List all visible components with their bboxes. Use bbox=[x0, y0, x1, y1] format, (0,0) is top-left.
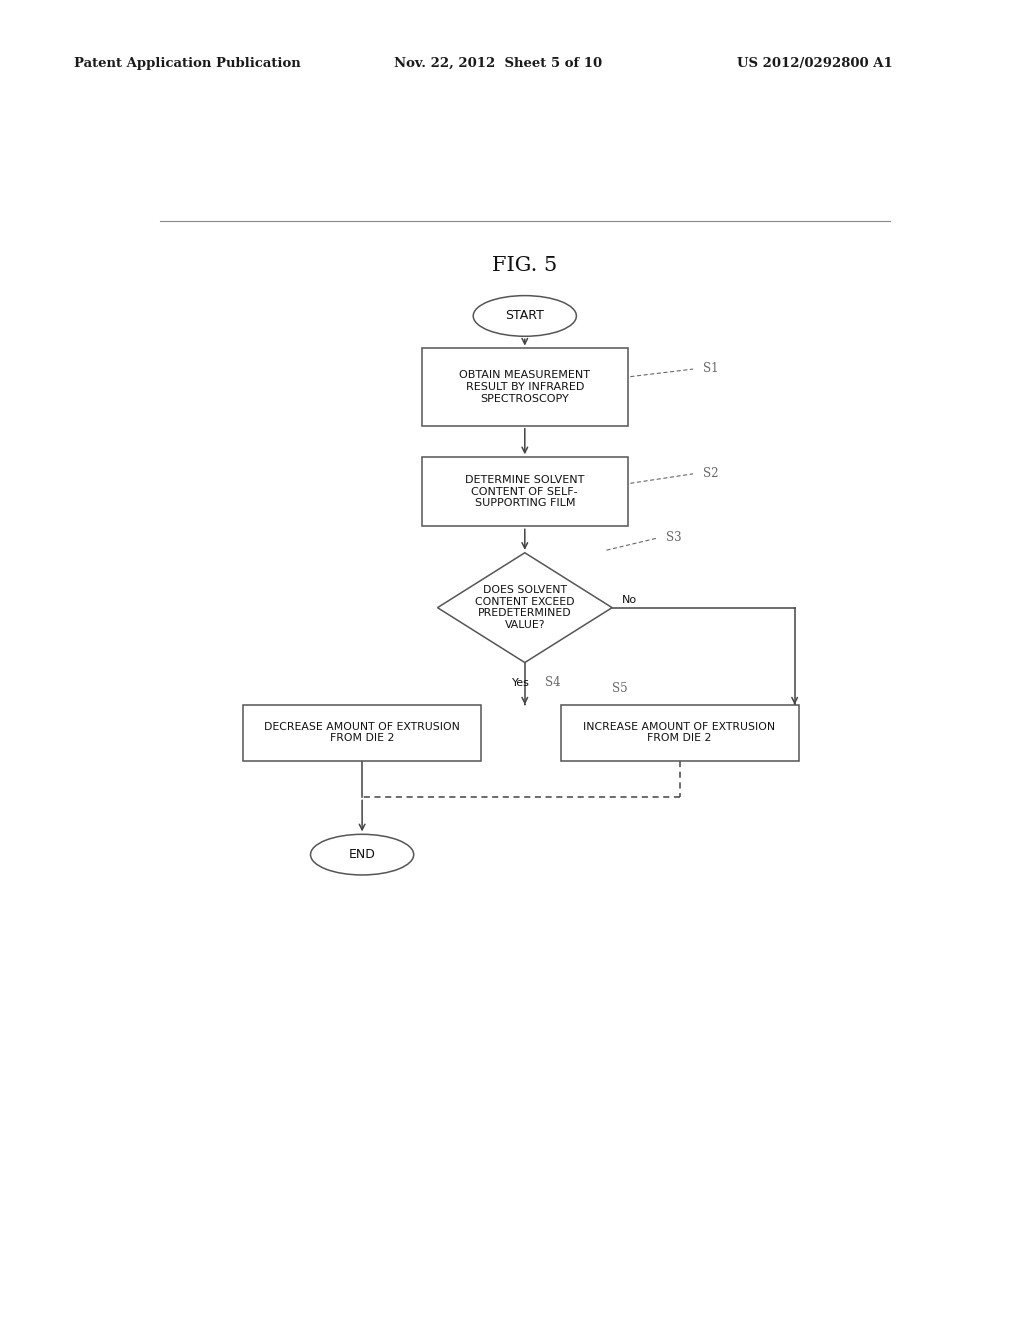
Text: OBTAIN MEASUREMENT
RESULT BY INFRARED
SPECTROSCOPY: OBTAIN MEASUREMENT RESULT BY INFRARED SP… bbox=[460, 371, 590, 404]
Bar bbox=[243, 705, 481, 760]
Text: S3: S3 bbox=[666, 531, 682, 544]
Bar bbox=[560, 705, 799, 760]
Text: END: END bbox=[349, 849, 376, 861]
Text: S5: S5 bbox=[612, 681, 628, 694]
Text: S2: S2 bbox=[703, 467, 719, 480]
Text: DETERMINE SOLVENT
CONTENT OF SELF-
SUPPORTING FILM: DETERMINE SOLVENT CONTENT OF SELF- SUPPO… bbox=[465, 475, 585, 508]
Polygon shape bbox=[437, 553, 612, 663]
Ellipse shape bbox=[473, 296, 577, 337]
Text: FIG. 5: FIG. 5 bbox=[493, 256, 557, 275]
Text: Yes: Yes bbox=[512, 677, 529, 688]
Text: Patent Application Publication: Patent Application Publication bbox=[74, 57, 300, 70]
Text: US 2012/0292800 A1: US 2012/0292800 A1 bbox=[737, 57, 893, 70]
Text: DECREASE AMOUNT OF EXTRUSION
FROM DIE 2: DECREASE AMOUNT OF EXTRUSION FROM DIE 2 bbox=[264, 722, 460, 743]
Bar bbox=[422, 457, 628, 527]
Text: DOES SOLVENT
CONTENT EXCEED
PREDETERMINED
VALUE?: DOES SOLVENT CONTENT EXCEED PREDETERMINE… bbox=[475, 585, 574, 630]
Bar bbox=[422, 348, 628, 426]
Text: S4: S4 bbox=[545, 676, 560, 689]
Text: No: No bbox=[622, 594, 637, 605]
Text: Nov. 22, 2012  Sheet 5 of 10: Nov. 22, 2012 Sheet 5 of 10 bbox=[394, 57, 602, 70]
Ellipse shape bbox=[310, 834, 414, 875]
Text: S1: S1 bbox=[703, 362, 719, 375]
Text: START: START bbox=[506, 309, 544, 322]
Text: INCREASE AMOUNT OF EXTRUSION
FROM DIE 2: INCREASE AMOUNT OF EXTRUSION FROM DIE 2 bbox=[584, 722, 775, 743]
